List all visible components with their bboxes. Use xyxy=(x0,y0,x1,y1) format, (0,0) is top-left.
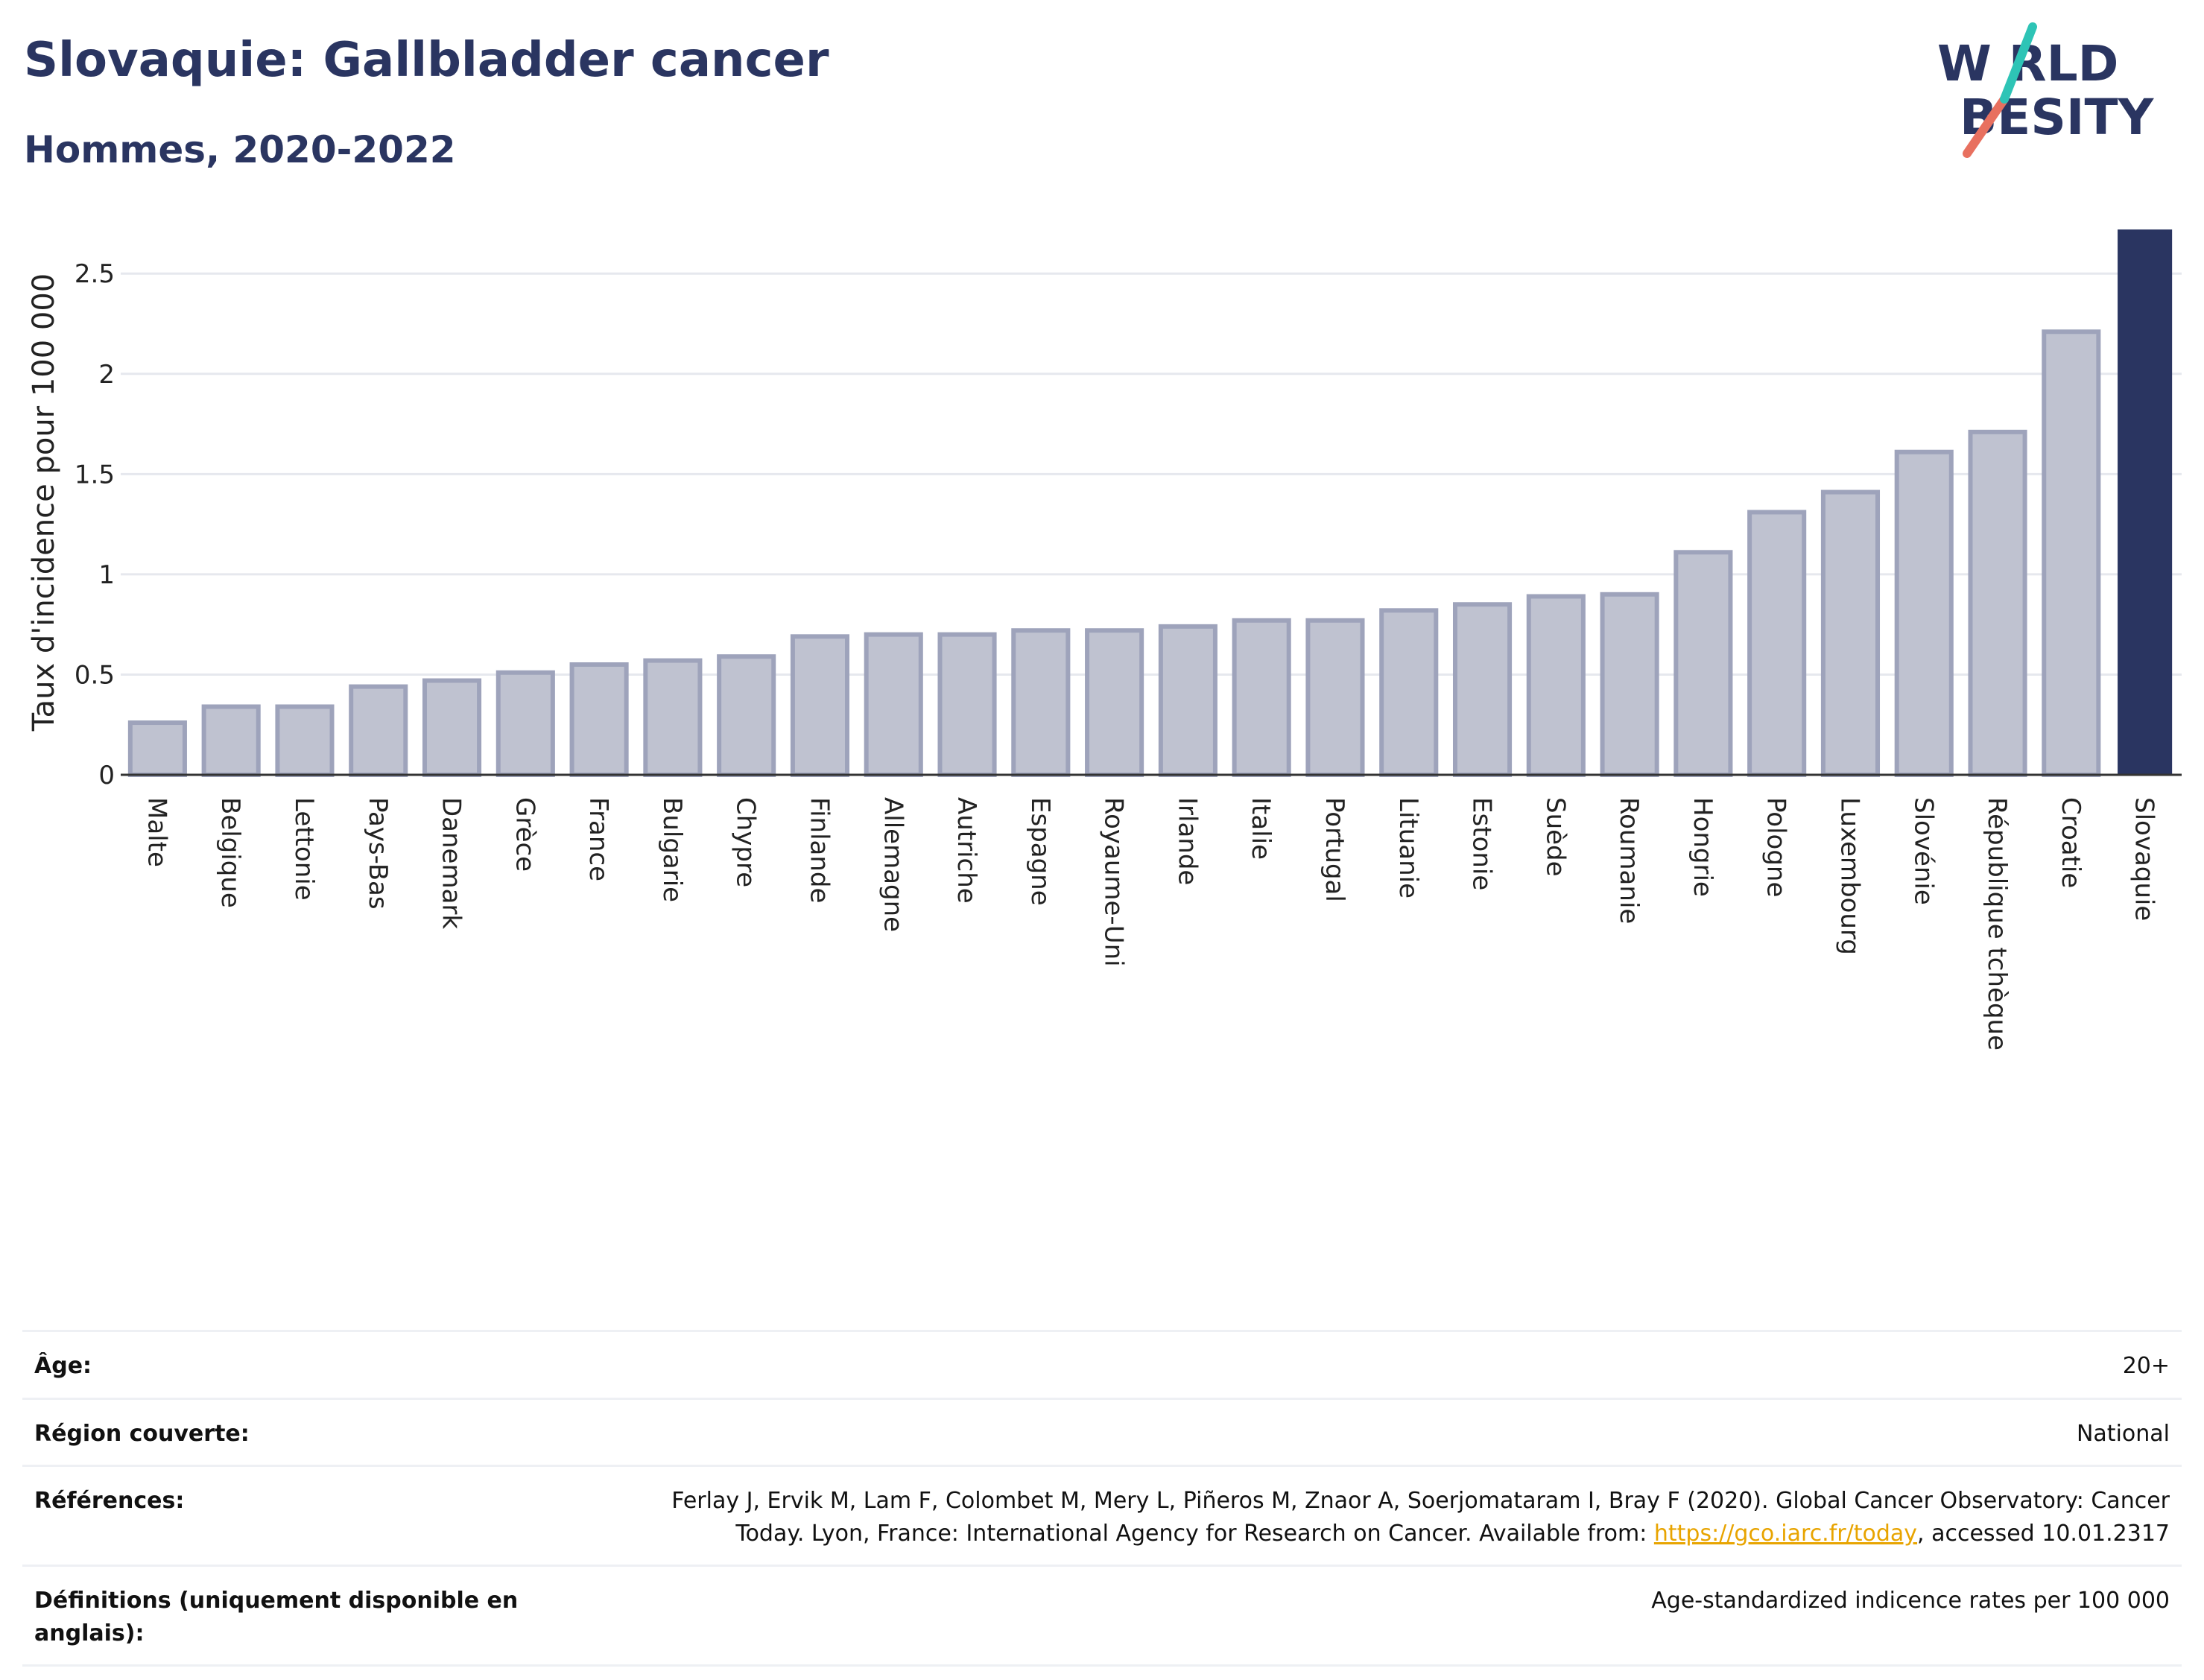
bar-france xyxy=(569,662,629,777)
bar-suède xyxy=(1526,594,1586,777)
x-tick-label: Irlande xyxy=(1172,797,1202,885)
page-title: Slovaquie: Gallbladder cancer xyxy=(24,33,829,88)
info-row-age: Âge: 20+ xyxy=(22,1330,2182,1398)
x-tick-label: Bulgarie xyxy=(657,797,687,902)
bar-autriche xyxy=(937,632,997,778)
y-axis-label: Taux d'incidence pour 100 000 xyxy=(27,273,61,732)
bar-belgique xyxy=(201,704,261,777)
x-tick-label: Croatie xyxy=(2056,797,2086,888)
bar-luxembourg xyxy=(1820,489,1881,777)
bar-pays-bas xyxy=(349,684,408,778)
x-tick-label: Belgique xyxy=(215,797,245,908)
x-tick-label: Estonie xyxy=(1467,797,1497,890)
x-tick-label: Finlande xyxy=(804,797,834,903)
x-tick-label: Lettonie xyxy=(289,797,319,901)
x-tick-label: Italie xyxy=(1246,797,1276,860)
bar-danemark xyxy=(422,678,482,777)
x-tick-label: Espagne xyxy=(1025,797,1055,906)
bar-lettonie xyxy=(275,704,335,777)
bar-croatie xyxy=(2042,329,2101,777)
age-value: 20+ xyxy=(2122,1353,2170,1379)
bar-chart: 0 0.5 1 1.5 2 2.5 Malte Belgique Lettonie Pays-B… xyxy=(27,229,2182,1050)
references-line2-post: , accessed 10.01.2317 xyxy=(1917,1520,2170,1547)
y-tick-label: 1.5 xyxy=(75,460,115,489)
x-tick-label: France xyxy=(583,797,613,881)
x-tick-label: Allemagne xyxy=(878,797,908,932)
info-row-definitions: Définitions (uniquement disponible en an… xyxy=(22,1565,2182,1667)
references-label: Références: xyxy=(34,1488,185,1514)
definitions-value: Age-standardized indicence rates per 100… xyxy=(1651,1588,2170,1614)
bar-roumanie xyxy=(1600,592,1659,778)
x-axis-ticks: Malte Belgique Lettonie Pays-Bas Danemark Grè… xyxy=(142,797,2159,1050)
bars xyxy=(127,229,2173,778)
bar-grèce xyxy=(495,670,555,777)
world-obesity-logo: W RLD BESITY xyxy=(1937,22,2155,158)
bar-pologne xyxy=(1747,510,1807,777)
bar-portugal xyxy=(1305,618,1365,777)
info-table: Âge: 20+ Région couverte: National Référ… xyxy=(22,1330,2182,1667)
bar-lituanie xyxy=(1379,608,1439,778)
x-tick-label: Malte xyxy=(142,797,171,867)
logo-slash-coral xyxy=(1963,95,2009,158)
page-subtitle: Hommes, 2020-2022 xyxy=(24,128,456,171)
age-label: Âge: xyxy=(34,1353,92,1379)
x-tick-label: Portugal xyxy=(1320,797,1349,902)
bar-estonie xyxy=(1452,602,1513,777)
y-tick-label: 2.5 xyxy=(75,259,115,289)
x-tick-label: République tchèque xyxy=(1982,797,2012,1050)
y-tick-label: 1 xyxy=(98,560,115,590)
x-tick-label: Hongrie xyxy=(1688,797,1717,897)
bar-finlande xyxy=(790,634,850,778)
bar-italie xyxy=(1232,618,1291,777)
bar-slovénie xyxy=(1894,449,1954,777)
bar-slovaquie xyxy=(2118,229,2173,775)
definitions-label: Définitions (uniquement disponible en an… xyxy=(34,1588,519,1646)
bar-bulgarie xyxy=(643,658,703,778)
references-line2-pre: Today. Lyon, France: International Agenc… xyxy=(735,1520,1654,1547)
y-tick-label: 2 xyxy=(98,360,115,390)
info-row-region: Région couverte: National xyxy=(22,1397,2182,1465)
x-tick-label: Danemark xyxy=(437,797,466,929)
x-tick-label: Suède xyxy=(1540,797,1570,877)
logo-slash-teal xyxy=(2000,22,2037,104)
references-line1: Ferlay J, Ervik M, Lam F, Colombet M, Me… xyxy=(671,1488,2170,1514)
references-value: Ferlay J, Ervik M, Lam F, Colombet M, Me… xyxy=(545,1485,2170,1550)
y-tick-label: 0.5 xyxy=(75,660,115,690)
info-row-references: Références: Ferlay J, Ervik M, Lam F, Co… xyxy=(22,1465,2182,1565)
x-tick-label: Slovaquie xyxy=(2129,797,2159,921)
region-label: Région couverte: xyxy=(34,1420,250,1447)
bar-irlande xyxy=(1158,624,1217,778)
bar-royaume-uni xyxy=(1085,628,1144,777)
x-tick-label: Royaume-Uni xyxy=(1099,797,1129,967)
bar-espagne xyxy=(1011,628,1071,777)
y-axis-ticks: 0 0.5 1 1.5 2 2.5 xyxy=(75,259,115,790)
x-tick-label: Pologne xyxy=(1761,797,1791,897)
bar-allemagne xyxy=(864,632,923,778)
bar-république-tchèque xyxy=(1968,429,2027,777)
x-tick-label: Pays-Bas xyxy=(363,797,393,910)
bar-chypre xyxy=(717,654,776,777)
region-value: National xyxy=(2076,1420,2170,1447)
x-tick-label: Slovénie xyxy=(1908,797,1938,905)
x-tick-label: Roumanie xyxy=(1614,797,1644,924)
references-link[interactable]: https://gco.iarc.fr/today xyxy=(1653,1520,1918,1547)
bar-malte xyxy=(127,720,187,778)
y-tick-label: 0 xyxy=(98,761,115,790)
x-tick-label: Lituanie xyxy=(1393,797,1423,898)
x-tick-label: Luxembourg xyxy=(1834,797,1864,955)
x-tick-label: Grèce xyxy=(510,797,539,872)
bar-hongrie xyxy=(1673,550,1733,777)
x-tick-label: Autriche xyxy=(951,797,981,904)
x-tick-label: Chypre xyxy=(731,797,761,887)
